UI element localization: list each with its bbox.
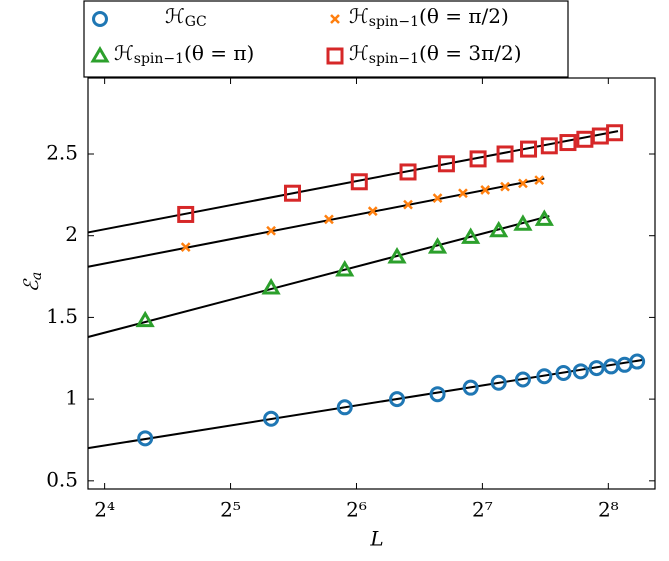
point [500,181,510,192]
point [480,185,491,195]
x-tick-label: 2⁵ [220,498,241,522]
point [367,206,378,217]
x-tick-label: 2⁶ [346,498,367,522]
point [135,310,155,328]
y-tick-label: 1.5 [46,304,78,328]
fit-line [87,358,644,450]
point [461,227,481,244]
point [540,137,558,155]
point [458,188,468,199]
point [534,175,545,186]
point [469,150,487,168]
legend: ℋGC ℋspin−1(θ = π/2) ℋspin−1(θ = π) ℋspin−1… [83,0,569,78]
point [559,134,577,152]
point [387,246,407,264]
point [335,260,355,277]
y-tick-label: 2.5 [46,140,78,164]
x-axis-label: L [369,527,383,551]
point [432,193,443,203]
fit-line [87,177,545,268]
point [177,205,195,223]
point [427,237,448,254]
point [490,374,507,391]
point [180,242,191,253]
legend-box [83,0,569,78]
point [616,356,633,373]
legend-label: ℋspin−1(θ = 3π/2) [349,41,522,68]
y-tick-label: 1 [65,386,78,410]
point [263,410,280,427]
point [588,360,605,377]
legend-label: ℋspin−1(θ = π/2) [349,4,509,31]
y-tick-label: 2 [65,222,78,246]
point [350,173,368,191]
point [266,225,276,236]
legend-marker [330,14,340,24]
point [572,363,589,380]
point [389,391,406,408]
plot-frame [87,77,656,490]
point [489,220,509,238]
point [336,399,353,416]
legend-label: ℋGC [165,4,207,31]
point [261,278,281,295]
y-axis-label: ℰa [19,272,46,292]
point [137,430,154,447]
legend-marker [90,46,110,63]
point [437,155,455,173]
point [403,199,413,210]
point [520,140,538,158]
point [462,379,479,396]
legend-label: ℋspin−1(θ = π) [114,41,254,68]
point [518,178,528,189]
point [429,386,446,403]
point [324,214,334,225]
point [606,124,624,142]
y-tick-label: 0.5 [46,467,78,491]
point [496,145,514,163]
point [399,163,417,181]
legend-marker [92,11,108,27]
point [534,209,554,226]
fit-line [87,215,550,338]
point [513,214,533,231]
x-tick-label: 2⁴ [94,498,115,522]
x-tick-label: 2⁷ [472,498,493,522]
point [555,364,572,381]
x-tick-label: 2⁸ [598,498,619,522]
legend-marker [326,47,344,65]
point [629,353,646,370]
point [536,368,553,385]
point [283,184,301,202]
point [514,371,531,388]
